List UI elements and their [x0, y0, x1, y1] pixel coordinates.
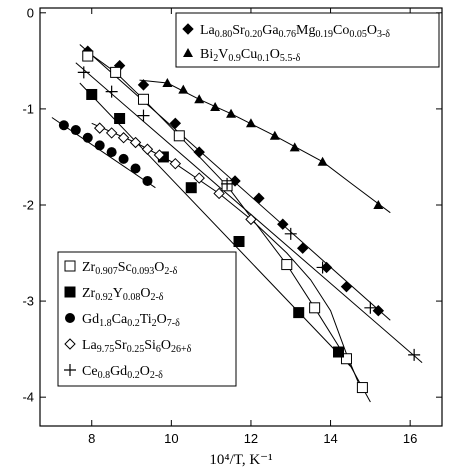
data-point-0 [169, 117, 182, 130]
data-point-2 [137, 93, 149, 105]
data-point-3 [333, 346, 345, 358]
data-point-5 [141, 143, 154, 155]
fit-line-6 [75, 62, 423, 363]
legends: La0.80Sr0.20Ga0.76Mg0.19Co0.05O3-δ Bi2V0.… [57, 12, 440, 387]
data-point-5 [129, 136, 142, 149]
data-point-1 [210, 101, 221, 111]
legend-label: Gd1.8Ca0.2Ti2O7-δ [82, 312, 180, 329]
y-tick-label: -3 [22, 294, 34, 309]
data-point-6 [316, 261, 329, 274]
legend-label: Zr0.92Y0.08O2-δ [82, 286, 164, 303]
data-point-4 [82, 132, 93, 143]
data-point-1 [317, 156, 328, 166]
data-point-5 [93, 122, 106, 134]
fit-line-5 [91, 122, 363, 393]
legend-label: Zr0.907Sc0.093O2-δ [82, 260, 178, 277]
legend-label: La9.75Sr0.25Si6O26+δ [82, 338, 192, 355]
data-point-5 [105, 127, 118, 139]
plot-frame [39, 7, 443, 427]
data-point-3 [185, 182, 197, 194]
legend-box-top [175, 12, 440, 68]
data-point-5 [169, 157, 182, 170]
data-point-6 [408, 348, 421, 361]
x-tick-label: 12 [244, 431, 258, 446]
legend-label: La0.80Sr0.20Ga0.76Mg0.19Co0.05O3-δ [200, 23, 390, 40]
legend-label: Ce0.8Gd0.2O2-δ [82, 364, 163, 381]
y-tick-label: -2 [22, 197, 34, 212]
data-point-4 [70, 125, 81, 136]
legend-box-bottom [57, 251, 237, 387]
data-point-1 [245, 118, 256, 128]
data-point-0 [277, 218, 289, 230]
data-point-0 [296, 242, 309, 254]
legend-label: Bi2V0.9Cu0.1O5.5-δ [200, 47, 301, 64]
legend-marker [64, 260, 76, 272]
legend-marker [64, 364, 76, 376]
data-point-4 [130, 163, 141, 174]
legend-bottom-left: Zr0.907Sc0.093O2-δ Zr0.92Y0.08O2-δ Gd1.8Ca… [57, 251, 237, 387]
x-tick-label: 14 [323, 431, 337, 446]
legend-marker [182, 23, 194, 35]
data-point-4 [58, 120, 69, 131]
x-tick-label: 10 [164, 431, 178, 446]
data-point-4 [94, 140, 105, 151]
x-tick-label: 16 [403, 431, 417, 446]
data-point-2 [340, 353, 352, 365]
fit-line-3 [79, 82, 351, 367]
data-point-4 [142, 175, 153, 186]
y-tick-label: -4 [22, 390, 34, 405]
legend-marker [64, 286, 76, 298]
data-point-1 [194, 94, 205, 104]
data-point-5 [193, 172, 205, 184]
data-point-5 [213, 187, 225, 200]
data-point-1 [269, 130, 280, 140]
data-point-5 [117, 132, 130, 144]
legend-top-right: La0.80Sr0.20Ga0.76Mg0.19Co0.05O3-δ Bi2V0.… [175, 12, 440, 68]
data-point-2 [309, 302, 321, 314]
fit-line-4 [51, 117, 156, 189]
data-point-6 [364, 301, 377, 314]
legend-marker [65, 313, 75, 323]
data-point-2 [82, 50, 94, 62]
legend-marker [183, 48, 193, 57]
data-point-2 [281, 259, 293, 271]
data-point-0 [253, 192, 265, 204]
data-point-2 [173, 130, 185, 142]
data-point-3 [293, 307, 305, 319]
y-tick-label: -1 [22, 101, 34, 116]
data-point-6 [77, 66, 90, 79]
x-axis-title: 10⁴/T, K⁻¹ [209, 452, 272, 468]
data-point-1 [162, 77, 173, 87]
data-point-5 [245, 213, 257, 226]
data-markers [58, 45, 421, 394]
data-point-0 [340, 280, 353, 293]
axis-ticks: 8 10 12 14 16 0 -1 -2 -3 -4 [22, 5, 442, 446]
data-point-5 [153, 149, 166, 161]
data-point-6 [221, 177, 234, 190]
data-point-1 [289, 142, 300, 152]
data-point-0 [193, 146, 205, 158]
data-point-3 [114, 113, 126, 125]
data-point-3 [86, 88, 98, 100]
data-point-3 [233, 236, 245, 248]
data-point-2 [110, 66, 122, 78]
data-point-6 [105, 85, 118, 98]
data-point-1 [373, 199, 384, 209]
fit-line-1 [139, 79, 391, 214]
data-point-6 [137, 109, 150, 122]
x-tick-label: 8 [88, 431, 95, 446]
data-point-1 [178, 84, 189, 94]
data-point-4 [106, 147, 117, 158]
data-point-6 [284, 227, 297, 240]
data-point-2 [356, 382, 368, 394]
data-point-1 [226, 108, 237, 118]
data-point-0 [137, 79, 150, 91]
y-tick-label: 0 [27, 5, 34, 20]
data-point-4 [118, 153, 129, 164]
legend-marker [64, 338, 76, 350]
